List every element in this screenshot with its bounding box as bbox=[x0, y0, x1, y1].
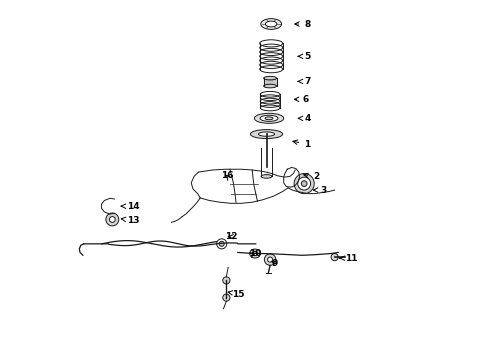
Circle shape bbox=[109, 217, 115, 222]
Circle shape bbox=[265, 254, 276, 265]
Ellipse shape bbox=[250, 249, 260, 258]
Circle shape bbox=[301, 181, 307, 186]
Text: 7: 7 bbox=[298, 77, 311, 86]
Text: 12: 12 bbox=[225, 232, 238, 241]
Circle shape bbox=[294, 174, 314, 194]
Text: 2: 2 bbox=[304, 172, 319, 181]
Ellipse shape bbox=[261, 19, 282, 30]
Ellipse shape bbox=[261, 175, 272, 178]
Ellipse shape bbox=[260, 115, 278, 121]
Circle shape bbox=[217, 239, 227, 249]
Text: 16: 16 bbox=[220, 171, 233, 180]
Text: 3: 3 bbox=[314, 185, 326, 194]
Text: 5: 5 bbox=[298, 52, 311, 61]
Text: 14: 14 bbox=[121, 202, 140, 211]
Circle shape bbox=[268, 257, 272, 262]
Ellipse shape bbox=[252, 251, 258, 256]
Text: 1: 1 bbox=[293, 140, 311, 149]
Ellipse shape bbox=[258, 132, 274, 136]
Circle shape bbox=[223, 277, 230, 284]
Text: 4: 4 bbox=[298, 114, 311, 123]
Text: 15: 15 bbox=[228, 289, 245, 298]
Text: 10: 10 bbox=[248, 249, 261, 258]
Ellipse shape bbox=[254, 113, 284, 123]
Ellipse shape bbox=[266, 21, 277, 27]
Circle shape bbox=[298, 177, 311, 190]
Text: 11: 11 bbox=[340, 254, 358, 263]
Ellipse shape bbox=[264, 84, 276, 88]
Ellipse shape bbox=[250, 130, 283, 139]
Text: 8: 8 bbox=[295, 19, 311, 28]
Text: 9: 9 bbox=[272, 259, 278, 268]
Text: 13: 13 bbox=[121, 216, 140, 225]
Ellipse shape bbox=[264, 76, 276, 80]
Circle shape bbox=[223, 294, 230, 301]
Circle shape bbox=[219, 241, 224, 246]
Text: 6: 6 bbox=[294, 95, 309, 104]
Ellipse shape bbox=[265, 117, 273, 120]
Circle shape bbox=[331, 253, 338, 261]
Circle shape bbox=[106, 213, 119, 226]
